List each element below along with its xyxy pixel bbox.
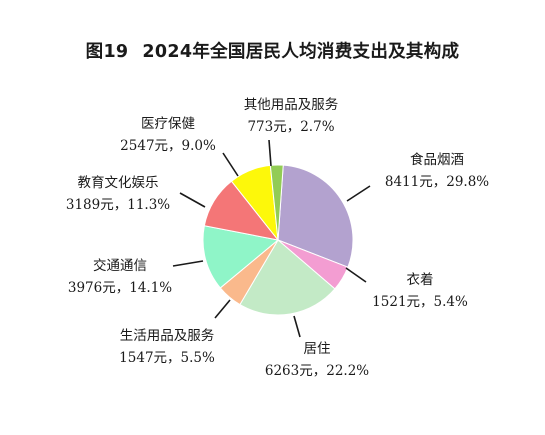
slice-name-label: 食品烟酒 xyxy=(410,151,464,168)
slice-name-label: 其他用品及服务 xyxy=(244,97,339,113)
slice-name-label: 交通通信 xyxy=(93,257,147,274)
figure-number: 图19 xyxy=(85,42,129,62)
leader-line-6 xyxy=(179,192,206,208)
pie-slice-3 xyxy=(239,239,336,316)
slice-value-label: 3976元，14.1% xyxy=(68,280,172,296)
leader-line-3 xyxy=(293,315,301,338)
slice-value-label: 1547元，5.5% xyxy=(119,350,215,366)
slice-value-label: 2547元，9.0% xyxy=(120,138,216,154)
pie-slice-5 xyxy=(202,225,280,289)
leader-line-7 xyxy=(222,152,239,177)
leader-line-8 xyxy=(268,139,272,167)
slice-name-label: 生活用品及服务 xyxy=(120,328,215,344)
leader-line-5 xyxy=(172,260,204,267)
slice-value-label: 6263元，22.2% xyxy=(265,363,369,379)
pie-slice-1 xyxy=(277,164,354,268)
slice-value-label: 1521元，5.4% xyxy=(372,294,468,310)
leader-line-1 xyxy=(346,185,371,202)
figure-title: 2024年全国居民人均消费支出及其构成 xyxy=(142,42,460,62)
chart-title: 图19 2024年全国居民人均消费支出及其构成 xyxy=(0,38,545,63)
slice-value-label: 8411元，29.8% xyxy=(385,174,489,190)
slice-value-label: 773元，2.7% xyxy=(247,119,334,135)
slice-value-label: 3189元，11.3% xyxy=(66,197,170,213)
slice-name-label: 衣着 xyxy=(407,271,434,288)
slice-name-label: 居住 xyxy=(304,341,331,357)
slice-name-label: 医疗保健 xyxy=(141,116,195,132)
slice-name-label: 教育文化娱乐 xyxy=(78,175,159,191)
leader-line-4 xyxy=(214,299,231,319)
leader-line-2 xyxy=(345,267,367,283)
